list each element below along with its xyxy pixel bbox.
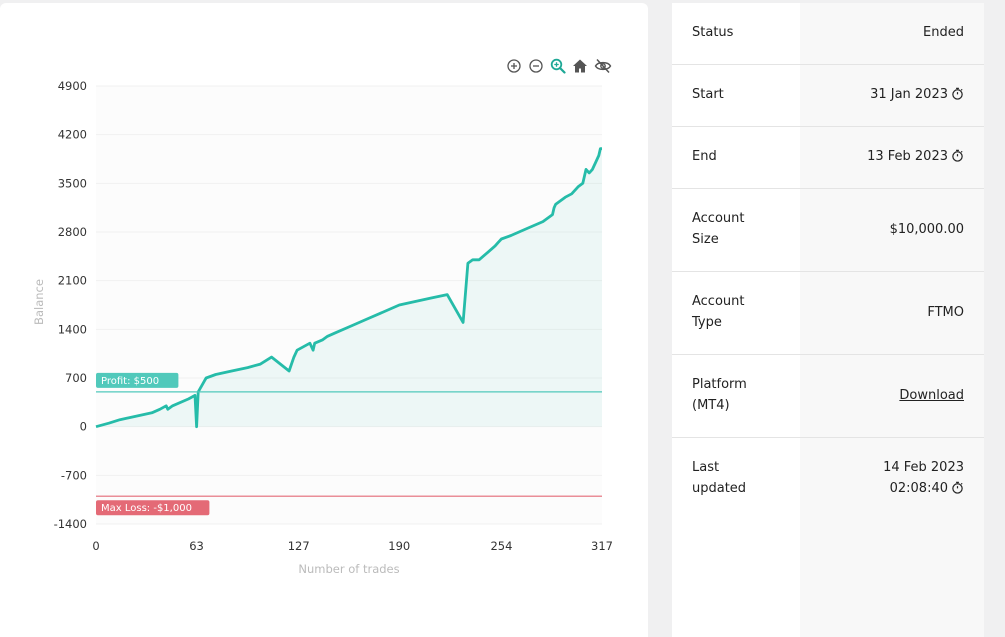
platform-label: Platform (MT4) <box>692 377 747 413</box>
stopwatch-icon <box>952 87 963 100</box>
end-value-wrap: 13 Feb 2023 <box>867 146 964 167</box>
balance-area-fill <box>96 148 602 427</box>
info-row-status: Status Ended <box>672 3 984 65</box>
end-value: 13 Feb 2023 <box>867 149 948 164</box>
y-tick-label: -1400 <box>54 517 87 531</box>
info-row-end: End 13 Feb 2023 <box>672 127 984 189</box>
account-size-value: $10,000.00 <box>889 222 964 237</box>
chart-toolbar <box>506 58 612 74</box>
x-tick-label: 190 <box>388 539 410 553</box>
hide-icon[interactable] <box>594 58 612 74</box>
home-icon[interactable] <box>572 58 588 74</box>
y-tick-label: 2800 <box>58 225 87 239</box>
annotation-badge <box>96 372 179 388</box>
info-row-platform: Platform (MT4) Download <box>672 355 984 438</box>
download-wrap: Download <box>899 385 964 406</box>
stopwatch-icon <box>952 149 963 162</box>
y-tick-label: 4900 <box>58 79 87 93</box>
x-tick-label: 0 <box>92 539 99 553</box>
account-size-label: Account Size <box>692 211 745 247</box>
x-tick-label: 127 <box>288 539 310 553</box>
account-type-label: Account Type <box>692 294 745 330</box>
y-tick-label: 4200 <box>58 128 87 142</box>
info-values-column <box>800 3 984 637</box>
last-updated-time-wrap: 02:08:40 <box>890 478 964 499</box>
stopwatch-icon <box>952 481 963 494</box>
y-tick-label: 1400 <box>58 322 87 336</box>
last-updated-label: Last updated <box>692 460 747 496</box>
info-row-account-size: Account Size $10,000.00 <box>672 189 984 272</box>
status-label: Status <box>692 25 734 40</box>
last-updated-time: 02:08:40 <box>889 481 948 496</box>
last-updated-date: 14 Feb 2023 <box>883 460 964 475</box>
end-label: End <box>692 149 717 164</box>
info-row-last-updated: Last updated 14 Feb 2023 02:08:40 <box>672 438 984 521</box>
plot-background <box>96 86 602 524</box>
account-type-value: FTMO <box>927 305 964 320</box>
annotation-label: Profit: $500 <box>101 376 159 387</box>
annotation-badge <box>96 500 210 516</box>
y-tick-label: 3500 <box>58 176 87 190</box>
start-value-wrap: 31 Jan 2023 <box>870 84 964 105</box>
balance-line <box>95 147 602 429</box>
y-axis-title: Balance <box>32 279 46 325</box>
download-link[interactable]: Download <box>899 388 964 403</box>
start-value: 31 Jan 2023 <box>870 87 948 102</box>
status-value: Ended <box>923 25 964 40</box>
zoom-select-icon[interactable] <box>550 58 566 74</box>
balance-chart: Profit: $500 Max Loss: -$1,000 4900 4200 35… <box>32 79 613 576</box>
zoom-out-icon[interactable] <box>528 58 544 74</box>
y-tick-label: 700 <box>65 371 87 385</box>
annotation-label: Max Loss: -$1,000 <box>101 503 192 514</box>
x-tick-label: 254 <box>490 539 512 553</box>
x-axis-title: Number of trades <box>298 562 399 576</box>
y-tick-label: 0 <box>80 420 87 434</box>
info-row-account-type: Account Type FTMO <box>672 272 984 355</box>
zoom-in-icon[interactable] <box>506 58 522 74</box>
y-tick-label: 2100 <box>58 274 87 288</box>
y-tick-label: -700 <box>61 468 87 482</box>
x-tick-label: 317 <box>591 539 613 553</box>
start-label: Start <box>692 87 724 102</box>
info-row-start: Start 31 Jan 2023 <box>672 65 984 127</box>
x-tick-label: 63 <box>189 539 204 553</box>
